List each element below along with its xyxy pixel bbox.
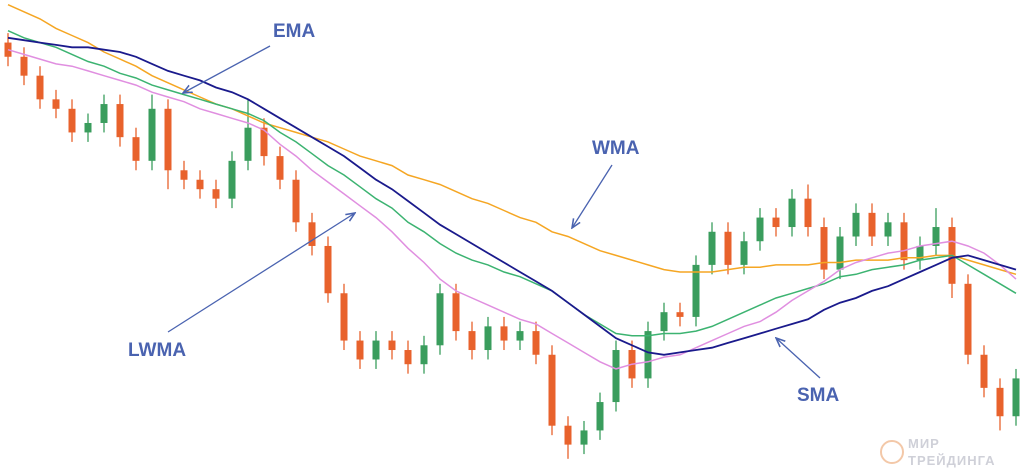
- candle-body: [148, 108, 156, 161]
- candle-body: [292, 179, 300, 223]
- candle-body: [164, 108, 172, 171]
- candle-body: [100, 104, 108, 123]
- candle-body: [820, 227, 828, 270]
- candle-body: [116, 104, 124, 138]
- candle-body: [676, 312, 684, 317]
- candle-body: [244, 127, 252, 161]
- arrow: [776, 338, 821, 379]
- candle-body: [868, 212, 876, 237]
- candle-body: [932, 227, 940, 246]
- annotation: SMA: [797, 385, 840, 406]
- plot: [4, 4, 1020, 459]
- candle-body: [852, 212, 860, 237]
- annotation: EMA: [273, 21, 316, 42]
- candle-body: [276, 156, 284, 180]
- candle-body: [196, 179, 204, 190]
- watermark-text: МИР: [908, 436, 940, 451]
- candle-body: [324, 245, 332, 294]
- candle-body: [532, 331, 540, 355]
- candle-body: [436, 293, 444, 346]
- candle-body: [228, 160, 236, 199]
- candle-body: [916, 245, 924, 261]
- watermark-icon: [880, 440, 904, 464]
- candle-body: [180, 170, 188, 180]
- candle-body: [420, 345, 428, 365]
- candle-body: [388, 340, 396, 351]
- candle-body: [404, 350, 412, 365]
- candle-body: [4, 42, 12, 57]
- candle-body: [452, 293, 460, 332]
- candle-body: [372, 340, 380, 360]
- candle-body: [756, 217, 764, 242]
- candle-body: [20, 56, 28, 76]
- candle-body: [484, 326, 492, 351]
- candle-body: [964, 283, 972, 355]
- candle-body: [788, 198, 796, 228]
- watermark-text: ТРЕЙДИНГА: [908, 453, 996, 468]
- candle-body: [580, 430, 588, 445]
- candle-body: [980, 354, 988, 388]
- candle-body: [468, 331, 476, 351]
- candle-body: [548, 354, 556, 426]
- candle-body: [260, 127, 268, 157]
- candle-body: [708, 231, 716, 265]
- ma-line: [7, 30, 1017, 337]
- candle-body: [308, 222, 316, 246]
- ma-line: [7, 4, 1017, 276]
- candle-body: [660, 312, 668, 332]
- candle-body: [724, 231, 732, 265]
- candle-body: [516, 331, 524, 341]
- arrow: [167, 213, 355, 333]
- candle-body: [564, 425, 572, 445]
- candle-body: [900, 222, 908, 261]
- candle-body: [132, 137, 140, 161]
- ma-line: [7, 36, 1017, 356]
- candle-body: [52, 99, 60, 109]
- candle-body: [996, 387, 1004, 417]
- arrow: [572, 164, 613, 228]
- candle-body: [212, 189, 220, 199]
- candle-body: [740, 241, 748, 265]
- candle-body: [596, 402, 604, 431]
- candle-body: [612, 350, 620, 403]
- candle-body: [500, 326, 508, 341]
- candle-body: [84, 122, 92, 133]
- ma-line: [7, 48, 1017, 370]
- candle-body: [692, 264, 700, 317]
- candle-body: [804, 198, 812, 228]
- candle-body: [340, 293, 348, 341]
- candle-body: [36, 75, 44, 100]
- watermark: МИР ТРЕЙДИНГА: [880, 436, 996, 468]
- annotation: LWMA: [128, 340, 186, 361]
- annotations: EMA WMA LWMA SMA: [128, 21, 840, 406]
- candle-body: [356, 340, 364, 360]
- candle-body: [884, 222, 892, 237]
- candle-body: [836, 236, 844, 270]
- annotation: WMA: [592, 138, 640, 159]
- arrow: [183, 45, 271, 93]
- candle-body: [68, 108, 76, 133]
- candle-body: [1012, 378, 1020, 417]
- candle-body: [772, 217, 780, 228]
- candle-body: [644, 331, 652, 379]
